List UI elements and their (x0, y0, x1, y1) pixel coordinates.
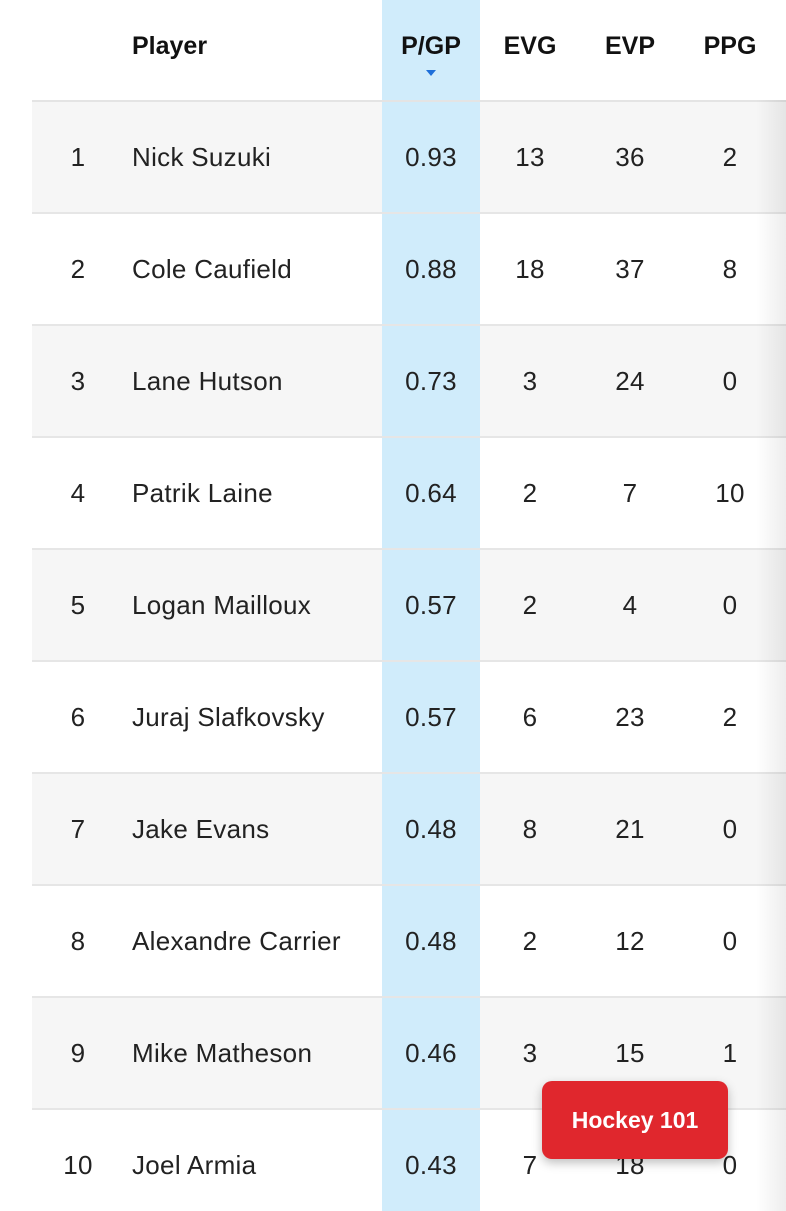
ppg-cell: 10 (715, 477, 745, 508)
evg-cell: 3 (522, 1037, 538, 1068)
pgp-cell: 0.64 (405, 477, 457, 508)
evg-cell: 7 (522, 1149, 538, 1180)
sorted-cell-highlight (382, 774, 480, 884)
pgp-cell: 0.57 (405, 589, 457, 620)
sorted-cell-highlight (382, 438, 480, 548)
rank-cell: 2 (70, 253, 86, 284)
sorted-cell-highlight (382, 214, 480, 324)
pgp-cell: 0.43 (405, 1149, 457, 1180)
pgp-cell: 0.57 (405, 701, 457, 732)
table-body: 1 Nick Suzuki 0.93 13 36 2 2 Cole Caufield 0.88 1… (0, 102, 786, 1211)
sorted-cell-highlight (382, 326, 480, 436)
table-row[interactable]: 1 Nick Suzuki 0.93 13 36 2 (32, 102, 786, 214)
player-name-cell[interactable]: Joel Armia (132, 1149, 257, 1180)
ppg-cell: 8 (722, 253, 738, 284)
evg-cell: 2 (522, 477, 538, 508)
ppg-cell: 0 (722, 813, 738, 844)
table-row[interactable]: 2 Cole Caufield 0.88 18 37 8 (32, 214, 786, 326)
table-row[interactable]: 5 Logan Mailloux 0.57 2 4 0 (32, 550, 786, 662)
evp-cell: 21 (615, 813, 645, 844)
table-row[interactable]: 10 Joel Armia 0.43 7 18 0 (32, 1110, 786, 1211)
pgp-cell: 0.93 (405, 141, 457, 172)
pgp-cell: 0.88 (405, 253, 457, 284)
evg-cell: 13 (515, 141, 545, 172)
evg-cell: 6 (522, 701, 538, 732)
rank-cell: 4 (70, 477, 86, 508)
sorted-cell-highlight (382, 1110, 480, 1211)
player-name-cell[interactable]: Mike Matheson (132, 1037, 313, 1068)
evg-cell: 8 (522, 813, 538, 844)
ppg-cell: 2 (722, 141, 738, 172)
evp-cell: 23 (615, 701, 645, 732)
table-header: Player P/GP EVG EVP PPG (32, 0, 786, 102)
sorted-cell-highlight (382, 662, 480, 772)
rank-cell: 6 (70, 701, 86, 732)
table-row[interactable]: 8 Alexandre Carrier 0.48 2 12 0 (32, 886, 786, 998)
player-name-cell[interactable]: Nick Suzuki (132, 141, 272, 172)
evp-cell: 4 (622, 589, 638, 620)
player-name-cell[interactable]: Patrik Laine (132, 477, 273, 508)
column-header-pgp[interactable]: P/GP (401, 31, 461, 60)
player-name-cell[interactable]: Lane Hutson (132, 365, 283, 396)
rank-cell: 8 (70, 925, 86, 956)
ppg-cell: 0 (722, 365, 738, 396)
evp-cell: 15 (615, 1037, 645, 1068)
rank-cell: 5 (70, 589, 86, 620)
pgp-cell: 0.73 (405, 365, 457, 396)
evg-cell: 18 (515, 253, 545, 284)
sorted-cell-highlight (382, 886, 480, 996)
ppg-cell: 1 (722, 1037, 738, 1068)
rank-cell: 7 (70, 813, 86, 844)
ppg-cell: 2 (722, 701, 738, 732)
column-header-evg[interactable]: EVG (503, 31, 557, 60)
sorted-cell-highlight (382, 998, 480, 1108)
evp-cell: 36 (615, 141, 645, 172)
player-name-cell[interactable]: Juraj Slafkovsky (132, 701, 325, 732)
player-name-cell[interactable]: Logan Mailloux (132, 589, 312, 620)
column-header-evp[interactable]: EVP (604, 31, 656, 60)
evp-cell: 12 (615, 925, 645, 956)
evp-cell: 24 (615, 365, 645, 396)
pgp-cell: 0.48 (405, 813, 457, 844)
evg-cell: 3 (522, 365, 538, 396)
evg-cell: 2 (522, 925, 538, 956)
evp-cell: 7 (622, 477, 638, 508)
table-row[interactable]: 3 Lane Hutson 0.73 3 24 0 (32, 326, 786, 438)
rank-cell: 10 (63, 1149, 93, 1180)
ppg-cell: 0 (722, 589, 738, 620)
pgp-cell: 0.48 (405, 925, 457, 956)
player-name-cell[interactable]: Jake Evans (132, 813, 270, 844)
table-row[interactable]: 4 Patrik Laine 0.64 2 7 10 (32, 438, 786, 550)
sorted-cell-highlight (382, 102, 480, 212)
rank-cell: 9 (70, 1037, 86, 1068)
player-name-cell[interactable]: Cole Caufield (132, 253, 292, 284)
ppg-cell: 0 (722, 925, 738, 956)
table-row[interactable]: 6 Juraj Slafkovsky 0.57 6 23 2 (32, 662, 786, 774)
rank-cell: 3 (70, 365, 86, 396)
evp-cell: 37 (615, 253, 645, 284)
evg-cell: 2 (522, 589, 538, 620)
hockey-101-button[interactable]: Hockey 101 (542, 1081, 728, 1159)
sorted-cell-highlight (382, 550, 480, 660)
table-row[interactable]: 9 Mike Matheson 0.46 3 15 1 (32, 998, 786, 1110)
ppg-cell: 0 (722, 1149, 738, 1180)
table-row[interactable]: 7 Jake Evans 0.48 8 21 0 (32, 774, 786, 886)
player-name-cell[interactable]: Alexandre Carrier (132, 925, 341, 956)
pgp-cell: 0.46 (405, 1037, 457, 1068)
column-header-ppg[interactable]: PPG (703, 31, 757, 60)
sort-descending-icon (426, 70, 436, 76)
rank-cell: 1 (70, 141, 86, 172)
column-header-player[interactable]: Player (132, 31, 208, 60)
